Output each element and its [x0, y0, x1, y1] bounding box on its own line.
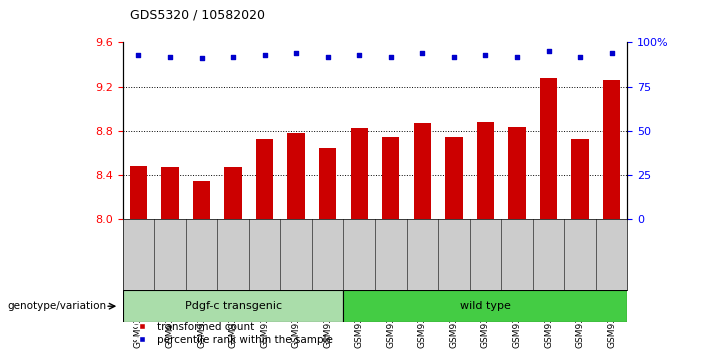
Bar	[603, 80, 620, 219]
Point	[386, 54, 397, 59]
Point	[227, 54, 238, 59]
Bar	[130, 166, 147, 219]
Text: GDS5320 / 10582020: GDS5320 / 10582020	[130, 8, 265, 21]
Point	[259, 52, 271, 58]
Bar	[224, 167, 242, 219]
Text: wild type: wild type	[460, 301, 511, 311]
Point	[416, 50, 428, 56]
Point	[353, 52, 365, 58]
Point	[164, 54, 175, 59]
Point	[132, 52, 144, 58]
Point	[196, 56, 207, 61]
Bar	[445, 137, 463, 219]
Point	[479, 52, 491, 58]
Bar	[350, 128, 368, 219]
Point	[511, 54, 522, 59]
Point	[575, 54, 586, 59]
FancyBboxPatch shape	[123, 290, 343, 322]
Legend: transformed count, percentile rank within the sample: transformed count, percentile rank withi…	[128, 317, 337, 349]
Text: Pdgf-c transgenic: Pdgf-c transgenic	[184, 301, 282, 311]
Point	[291, 50, 302, 56]
Point	[322, 54, 334, 59]
Text: genotype/variation: genotype/variation	[7, 301, 106, 311]
Point	[449, 54, 460, 59]
Bar	[161, 167, 179, 219]
Bar	[382, 137, 400, 219]
Bar	[477, 122, 494, 219]
Point	[606, 50, 617, 56]
FancyBboxPatch shape	[343, 290, 627, 322]
Bar	[256, 139, 273, 219]
Bar	[540, 78, 557, 219]
Bar	[571, 139, 589, 219]
Bar	[287, 133, 305, 219]
Bar	[508, 127, 526, 219]
Bar	[414, 123, 431, 219]
Bar	[319, 148, 336, 219]
Bar	[193, 181, 210, 219]
Point	[543, 48, 554, 54]
